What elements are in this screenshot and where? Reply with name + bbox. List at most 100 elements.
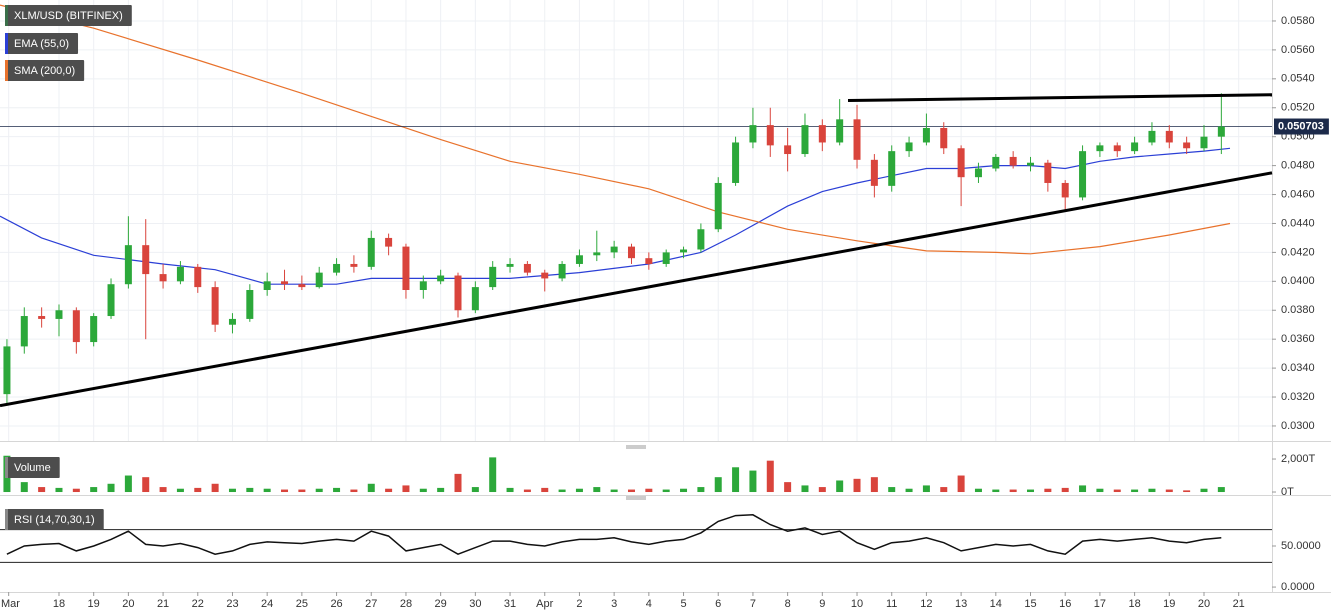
candle-body xyxy=(159,274,167,282)
x-tick-label: Mar xyxy=(1,598,20,610)
candle-body xyxy=(506,263,514,267)
candle-body xyxy=(992,156,1000,169)
last-price-tag: 0.050703 xyxy=(1274,118,1329,135)
legend-box xyxy=(5,33,79,54)
candle-body xyxy=(333,263,341,273)
volume-bar xyxy=(281,489,289,493)
volume-bar xyxy=(593,487,601,493)
volume-bar xyxy=(992,489,1000,493)
volume-bar xyxy=(471,487,479,493)
candle-body xyxy=(194,266,202,288)
candle-body xyxy=(454,275,462,311)
volume-bar xyxy=(1044,488,1052,493)
volume-bar xyxy=(801,485,809,493)
candle-body xyxy=(1148,130,1156,143)
y-tick-label: 0.0520 xyxy=(1281,102,1315,114)
x-tick-label: 9 xyxy=(819,598,825,610)
candle-body xyxy=(1131,142,1139,152)
volume-bar xyxy=(315,488,323,493)
volume-bar xyxy=(853,478,861,493)
candle-body xyxy=(176,266,184,282)
legend-label: EMA (55,0) xyxy=(14,38,69,50)
panel-handle[interactable] xyxy=(626,496,646,500)
volume-bar xyxy=(680,488,688,493)
x-tick-label: 25 xyxy=(296,598,308,610)
volume-bar xyxy=(974,488,982,493)
candle-body xyxy=(766,125,774,146)
legend-item: SMA (200,0) xyxy=(5,60,85,81)
volume-bar xyxy=(784,482,792,493)
x-tick-label: 3 xyxy=(611,598,617,610)
volume-bar xyxy=(194,487,202,493)
rsi-line xyxy=(6,514,1222,556)
candle-body xyxy=(662,252,670,264)
candle-body xyxy=(142,245,150,275)
volume-bar xyxy=(645,488,653,493)
candle-body xyxy=(523,263,531,273)
x-tick-label: 30 xyxy=(469,598,481,610)
y-tick-label: 0.0000 xyxy=(1281,581,1315,593)
volume-bar xyxy=(1061,487,1069,493)
candle-body xyxy=(680,249,688,253)
volume-bar xyxy=(20,482,28,493)
candle-body xyxy=(1096,145,1104,152)
x-tick-label: 19 xyxy=(88,598,100,610)
volume-bar xyxy=(905,488,913,493)
candle-body xyxy=(558,263,566,279)
candle-body xyxy=(627,246,635,259)
volume-bar xyxy=(749,470,757,493)
legend-box xyxy=(5,60,85,81)
volume-bar xyxy=(55,487,63,493)
legend-item: RSI (14,70,30,1) xyxy=(5,509,104,530)
x-tick-label: 24 xyxy=(261,598,273,610)
legend-item: Volume xyxy=(5,457,60,478)
volume-bar xyxy=(1096,488,1104,493)
candle-body xyxy=(610,246,618,253)
x-tick-label: 17 xyxy=(1094,598,1106,610)
volume-bar xyxy=(697,487,705,493)
legend-swatch xyxy=(5,60,8,81)
x-tick-label: 21 xyxy=(1233,598,1245,610)
y-tick-label: 0.0580 xyxy=(1281,15,1315,27)
x-tick-label: 8 xyxy=(785,598,791,610)
x-tick-label: 18 xyxy=(1128,598,1140,610)
y-tick-label: 2,000T xyxy=(1281,453,1316,465)
candle-body xyxy=(38,316,46,319)
candle-body xyxy=(940,128,948,149)
candle-body xyxy=(905,142,913,152)
panel-handle[interactable] xyxy=(626,445,646,449)
x-tick-label: 15 xyxy=(1024,598,1036,610)
volume-bar xyxy=(385,488,393,493)
volume-bar xyxy=(1027,489,1035,493)
volume-bar xyxy=(957,475,965,493)
volume-bar xyxy=(72,488,80,493)
volume-bar xyxy=(766,460,774,493)
volume-bar xyxy=(159,487,167,493)
x-tick-label: 21 xyxy=(157,598,169,610)
y-tick-label: 0.0380 xyxy=(1281,304,1315,316)
volume-bar xyxy=(558,489,566,493)
volume-bar xyxy=(940,487,948,493)
x-tick-label: 16 xyxy=(1059,598,1071,610)
legend-swatch xyxy=(5,5,8,26)
candle-body xyxy=(1217,126,1225,137)
volume-bar xyxy=(298,489,306,493)
legend-label: XLM/USD (BITFINEX) xyxy=(14,10,123,22)
volume-bar xyxy=(333,487,341,493)
volume-bar xyxy=(1113,489,1121,493)
candle-body xyxy=(298,284,306,288)
volume-bar xyxy=(142,477,150,493)
volume-bar xyxy=(836,480,844,493)
candle-body xyxy=(471,287,479,311)
x-tick-label: 6 xyxy=(715,598,721,610)
candle-body xyxy=(72,310,80,343)
x-tick-label: 26 xyxy=(330,598,342,610)
volume-bar xyxy=(1079,485,1087,493)
x-tick-label: 14 xyxy=(990,598,1002,610)
candle-body xyxy=(90,316,98,343)
legend-label: SMA (200,0) xyxy=(14,65,75,77)
candle-body xyxy=(1079,151,1087,198)
y-tick-label: 0.0400 xyxy=(1281,275,1315,287)
